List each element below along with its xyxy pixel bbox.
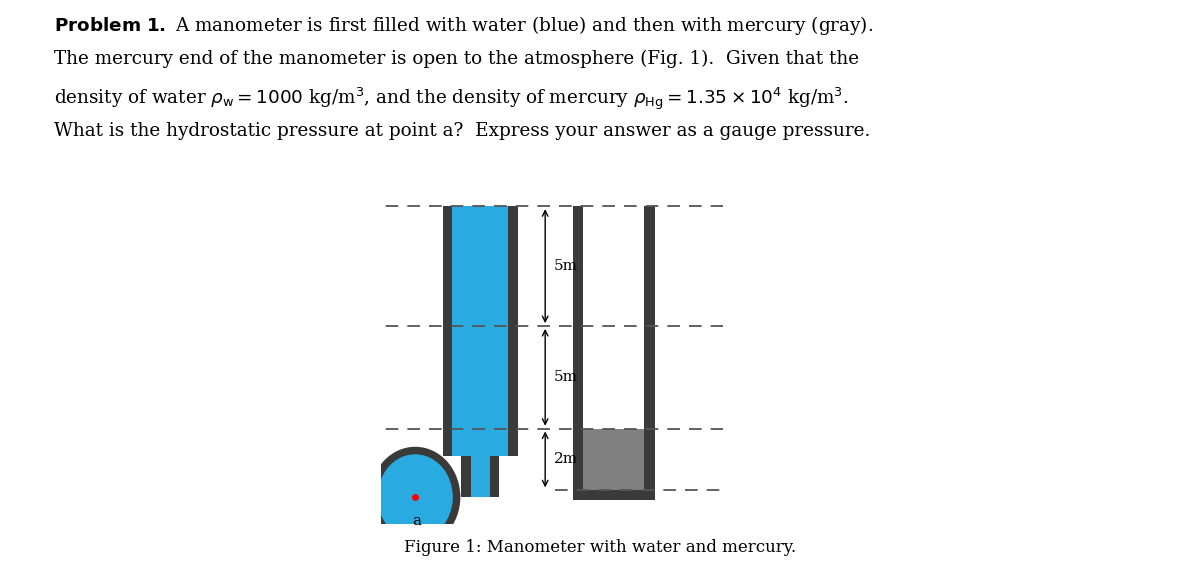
Bar: [572, 490, 655, 500]
Ellipse shape: [370, 447, 461, 547]
Bar: [583, 206, 644, 429]
Text: What is the hydrostatic pressure at point a?  Express your answer as a gauge pre: What is the hydrostatic pressure at poin…: [54, 122, 870, 140]
Text: 5m: 5m: [553, 259, 577, 273]
Bar: [572, 206, 655, 500]
Bar: [583, 429, 644, 490]
Text: 5m: 5m: [553, 370, 577, 384]
Bar: [452, 206, 509, 456]
Bar: [461, 429, 499, 497]
Text: density of water $\rho_\mathrm{w} = 1000$ kg/m$^3$, and the density of mercury $: density of water $\rho_\mathrm{w} = 1000…: [54, 86, 848, 112]
Bar: [470, 429, 490, 497]
Text: $\mathbf{Problem\ 1.}$ A manometer is first filled with water (blue) and then wi: $\mathbf{Problem\ 1.}$ A manometer is fi…: [54, 14, 874, 37]
Ellipse shape: [378, 454, 452, 540]
Text: 2m: 2m: [553, 453, 578, 466]
Text: The mercury end of the manometer is open to the atmosphere (Fig. 1).  Given that: The mercury end of the manometer is open…: [54, 50, 859, 68]
Bar: [443, 206, 518, 456]
Text: Figure 1: Manometer with water and mercury.: Figure 1: Manometer with water and mercu…: [404, 539, 796, 556]
Text: a: a: [413, 514, 421, 528]
